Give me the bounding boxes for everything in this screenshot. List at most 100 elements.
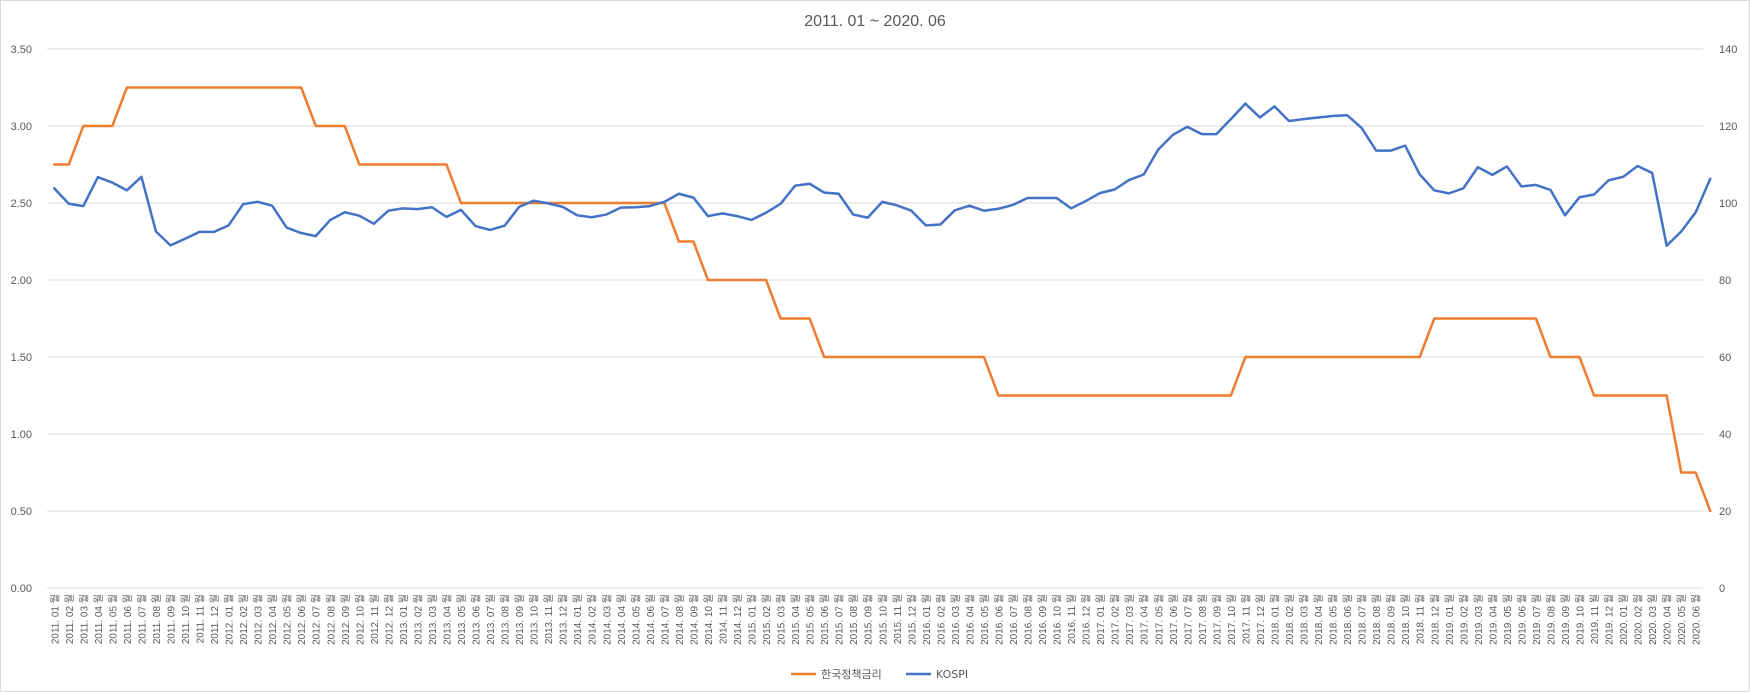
- y-axis-right: 0 20 40 60 80 100 120 140: [1719, 44, 1737, 595]
- y-left-tick-label: 2.50: [11, 198, 32, 210]
- y-left-tick-label: 3.00: [11, 121, 32, 133]
- x-tick-label: 2013. 05 월: [456, 594, 468, 645]
- x-tick-label: 2013. 03 월: [427, 594, 439, 645]
- x-tick-label: 2016. 11 월: [1066, 594, 1078, 644]
- x-tick-label: 2015. 06 월: [819, 594, 831, 645]
- legend: 한국정책금리 KOSPI: [791, 668, 968, 681]
- x-tick-label: 2018. 08 월: [1371, 594, 1383, 645]
- x-tick-label: 2011. 08 월: [151, 594, 163, 644]
- x-tick-label: 2013. 01 월: [398, 594, 410, 645]
- x-tick-label: 2013. 06 월: [471, 594, 483, 645]
- x-tick-label: 2011. 09 월: [165, 594, 177, 644]
- x-tick-label: 2019. 08 월: [1545, 594, 1557, 645]
- x-tick-label: 2014. 02 월: [587, 594, 599, 645]
- x-axis: 2011. 01 월 2011. 02 월 2011. 03 월 2011. 04 월…: [49, 594, 1702, 645]
- x-tick-label: 2011. 05 월: [107, 594, 119, 644]
- x-tick-label: 2020. 04 월: [1662, 594, 1674, 645]
- x-tick-label: 2011. 03 월: [78, 594, 90, 644]
- x-tick-label: 2013. 02 월: [412, 594, 424, 645]
- x-tick-label: 2019. 02 월: [1458, 594, 1470, 645]
- y-right-tick-label: 80: [1719, 275, 1731, 287]
- legend-label: KOSPI: [936, 668, 968, 681]
- x-tick-label: 2013. 07 월: [485, 594, 497, 645]
- x-tick-label: 2018. 12 월: [1429, 594, 1441, 645]
- x-tick-label: 2017. 03 월: [1124, 594, 1136, 645]
- x-tick-label: 2011. 07 월: [136, 594, 148, 644]
- y-axis-left: 0.00 0.50 1.00 1.50 2.00 2.50 3.00 3.50: [11, 44, 32, 595]
- x-tick-label: 2020. 02 월: [1633, 594, 1645, 645]
- y-right-tick-label: 20: [1719, 506, 1731, 518]
- x-tick-label: 2012. 06 월: [296, 594, 308, 645]
- chart-title: 2011. 01 ~ 2020. 06: [804, 13, 946, 30]
- x-tick-label: 2018. 02 월: [1284, 594, 1296, 645]
- x-tick-label: 2015. 04 월: [790, 594, 802, 645]
- x-tick-label: 2015. 01 월: [747, 594, 759, 645]
- x-tick-label: 2014. 04 월: [616, 594, 628, 645]
- x-tick-label: 2020. 06 월: [1691, 594, 1703, 645]
- y-right-tick-label: 120: [1719, 121, 1737, 133]
- x-tick-label: 2018. 03 월: [1299, 594, 1311, 645]
- x-tick-label: 2016. 04 월: [964, 594, 976, 645]
- x-tick-label: 2014. 07 월: [659, 594, 671, 645]
- x-tick-label: 2018. 07 월: [1357, 594, 1369, 645]
- x-tick-label: 2018. 11 월: [1415, 594, 1427, 644]
- x-tick-label: 2019. 04 월: [1487, 594, 1499, 645]
- y-left-tick-label: 1.50: [11, 352, 32, 364]
- x-tick-label: 2018. 10 월: [1400, 594, 1412, 645]
- x-tick-label: 2016. 01 월: [921, 594, 933, 645]
- x-tick-label: 2017. 05 월: [1153, 594, 1165, 645]
- series-line-kospi: [53, 102, 1712, 247]
- x-tick-label: 2014. 03 월: [601, 594, 613, 645]
- x-tick-label: 2017. 06 월: [1168, 594, 1180, 645]
- x-tick-label: 2014. 12 월: [732, 594, 744, 645]
- legend-label: 한국정책금리: [821, 668, 882, 681]
- x-tick-label: 2016. 09 월: [1037, 594, 1049, 645]
- x-tick-label: 2012. 03 월: [253, 594, 265, 645]
- x-tick-label: 2013. 04 월: [441, 594, 453, 645]
- x-tick-label: 2011. 04 월: [93, 594, 105, 644]
- x-tick-label: 2016. 05 월: [979, 594, 991, 645]
- x-tick-label: 2018. 01 월: [1269, 594, 1281, 645]
- x-tick-label: 2012. 07 월: [311, 594, 323, 645]
- x-tick-label: 2015. 09 월: [863, 594, 875, 645]
- x-tick-label: 2015. 05 월: [805, 594, 817, 645]
- x-tick-label: 2012. 12 월: [383, 594, 395, 645]
- x-tick-label: 2019. 09 월: [1560, 594, 1572, 645]
- x-tick-label: 2011. 01 월: [49, 594, 61, 644]
- x-tick-label: 2017. 11 월: [1240, 594, 1252, 644]
- x-tick-label: 2020. 05 월: [1676, 594, 1688, 645]
- x-tick-label: 2016. 03 월: [950, 594, 962, 645]
- x-tick-label: 2016. 12 월: [1081, 594, 1093, 645]
- x-tick-label: 2014. 09 월: [688, 594, 700, 645]
- x-tick-label: 2017. 02 월: [1110, 594, 1122, 645]
- x-tick-label: 2019. 05 월: [1502, 594, 1514, 645]
- x-tick-label: 2014. 08 월: [674, 594, 686, 645]
- y-right-tick-label: 140: [1719, 44, 1737, 56]
- x-tick-label: 2013. 10 월: [529, 594, 541, 645]
- x-tick-label: 2013. 11 월: [543, 594, 555, 644]
- series-line-policy-rate: [53, 86, 1712, 513]
- x-tick-label: 2011. 02 월: [64, 594, 76, 644]
- y-left-tick-label: 2.00: [11, 275, 32, 287]
- y-left-tick-label: 0.50: [11, 506, 32, 518]
- x-tick-label: 2018. 04 월: [1313, 594, 1325, 645]
- x-tick-label: 2016. 02 월: [935, 594, 947, 645]
- x-tick-label: 2019. 10 월: [1575, 594, 1587, 645]
- x-tick-label: 2015. 11 월: [892, 594, 904, 644]
- x-tick-label: 2017. 04 월: [1139, 594, 1151, 645]
- x-tick-label: 2018. 06 월: [1342, 594, 1354, 645]
- x-tick-label: 2014. 10 월: [703, 594, 715, 645]
- x-tick-label: 2015. 03 월: [776, 594, 788, 645]
- y-right-tick-label: 0: [1719, 583, 1725, 595]
- x-tick-label: 2018. 09 월: [1386, 594, 1398, 645]
- x-tick-label: 2015. 07 월: [834, 594, 846, 645]
- x-tick-label: 2016. 07 월: [1008, 594, 1020, 645]
- x-tick-label: 2014. 11 월: [717, 594, 729, 644]
- x-tick-label: 2012. 10 월: [354, 594, 366, 645]
- x-tick-label: 2014. 06 월: [645, 594, 657, 645]
- y-left-tick-label: 3.50: [11, 44, 32, 56]
- x-tick-label: 2015. 12 월: [906, 594, 918, 645]
- x-tick-label: 2014. 01 월: [572, 594, 584, 645]
- x-tick-label: 2013. 09 월: [514, 594, 526, 645]
